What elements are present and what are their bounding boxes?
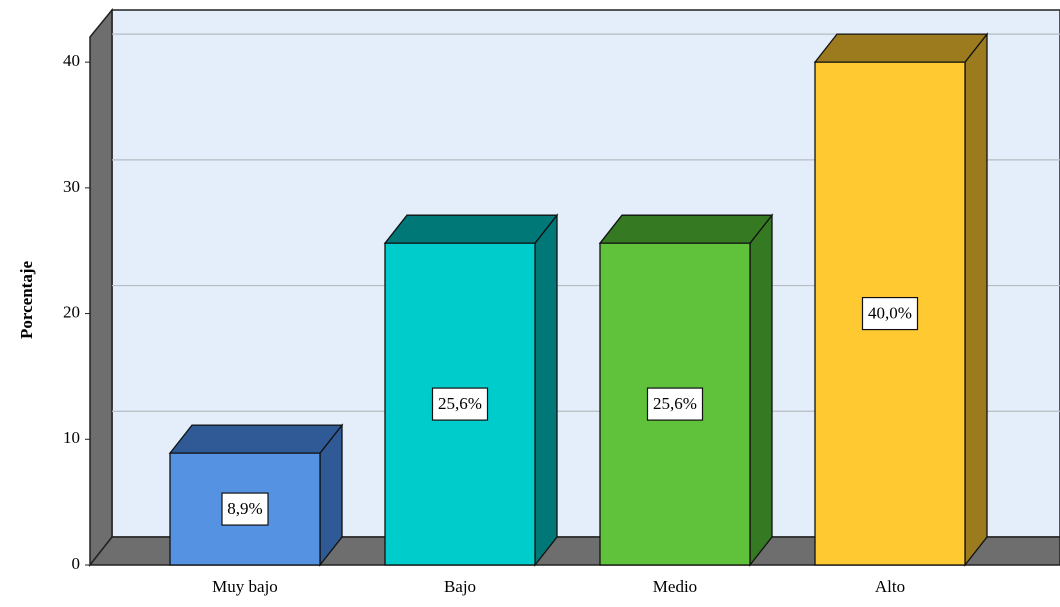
value-label-box xyxy=(221,492,269,526)
value-label-box xyxy=(646,387,704,421)
y-tick-label: 40 xyxy=(63,51,80,70)
value-label: 25,6% xyxy=(653,394,697,413)
x-tick-label: Medio xyxy=(653,577,697,596)
bar-side xyxy=(534,213,558,567)
y-axis-label: Porcentaje xyxy=(17,261,36,339)
value-label-box xyxy=(431,387,489,421)
y-tick-label: 0 xyxy=(72,554,81,573)
bar-top xyxy=(168,424,344,454)
y-tick-label: 30 xyxy=(63,177,80,196)
bar-top xyxy=(598,214,774,244)
x-tick-label: Alto xyxy=(875,577,905,596)
bar-top xyxy=(383,214,559,244)
value-label: 8,9% xyxy=(227,499,262,518)
bar-top xyxy=(813,33,989,63)
value-label-box xyxy=(861,296,919,331)
left-wall xyxy=(89,7,113,568)
y-tick-label: 20 xyxy=(63,302,80,321)
x-tick-label: Muy bajo xyxy=(212,577,278,596)
x-tick-label: Bajo xyxy=(444,577,476,596)
bar-side xyxy=(964,32,988,567)
y-tick-label: 10 xyxy=(63,428,80,447)
bar-side xyxy=(749,213,773,567)
value-label: 25,6% xyxy=(438,394,482,413)
value-label: 40,0% xyxy=(868,303,912,322)
